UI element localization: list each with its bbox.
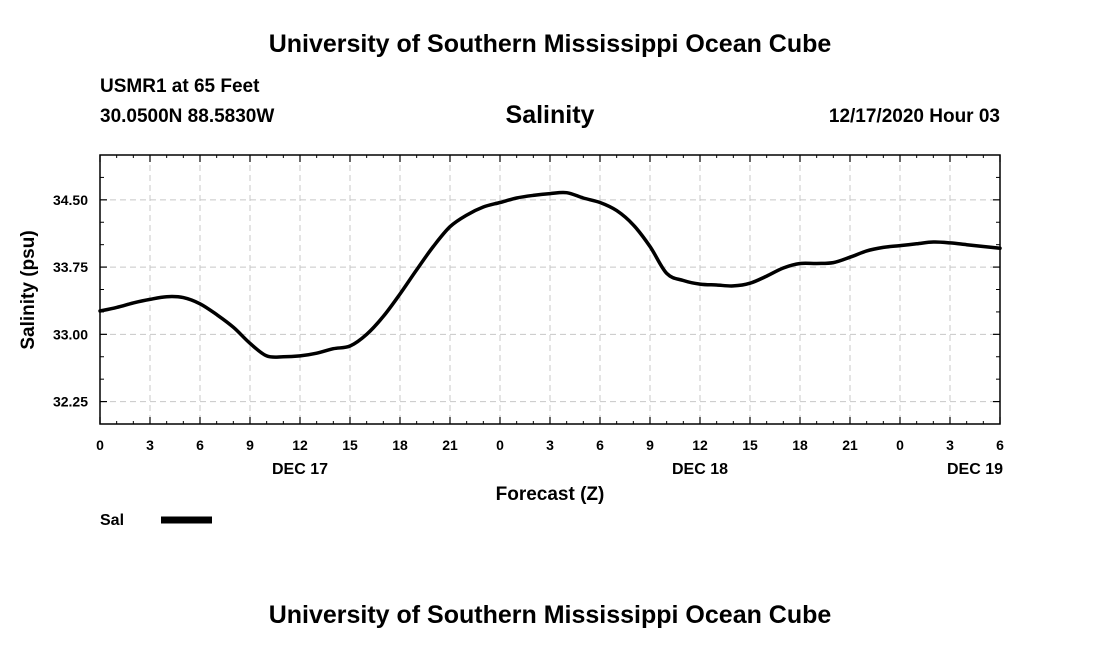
x-tick-label: 21	[442, 437, 458, 453]
x-tick-label: 6	[596, 437, 604, 453]
x-tick-label: 9	[646, 437, 654, 453]
x-tick-label: 18	[792, 437, 808, 453]
date-label: DEC 19	[947, 461, 1003, 478]
y-tick-label: 34.50	[53, 192, 88, 208]
y-tick-label: 33.75	[53, 259, 88, 275]
axis-ticks	[99, 154, 1001, 425]
x-tick-label: 9	[246, 437, 254, 453]
salinity-series-line	[98, 190, 1002, 359]
x-tick-label: 12	[692, 437, 708, 453]
coordinates-label: 30.0500N 88.5830W	[100, 106, 275, 127]
x-tick-label: 12	[292, 437, 308, 453]
x-tick-label: 15	[342, 437, 358, 453]
top-title: University of Southern Mississippi Ocean…	[268, 30, 832, 58]
x-tick-label: 0	[896, 437, 904, 453]
x-tick-label: 3	[546, 437, 554, 453]
x-tick-label: 15	[742, 437, 758, 453]
y-axis-title: Salinity (psu)	[18, 230, 39, 349]
x-tick-label: 3	[946, 437, 954, 453]
bottom-title: University of Southern Mississippi Ocean…	[268, 601, 832, 629]
x-tick-label: 18	[392, 437, 408, 453]
x-tick-label: 6	[996, 437, 1004, 453]
axis-labels: 0 3 6 9 12 15 18 21 0 3 6 9 12 15 18 21 0 3 6 32.25 33.00 33.…	[53, 192, 1004, 478]
y-tick-label: 33.00	[53, 326, 88, 342]
forecast-timestamp: 12/17/2020 Hour 03	[828, 106, 1000, 127]
x-tick-label: 0	[96, 437, 104, 453]
x-tick-label: 6	[196, 437, 204, 453]
date-label: DEC 18	[672, 461, 728, 478]
legend-label: Sal	[100, 512, 124, 529]
date-label: DEC 17	[272, 461, 328, 478]
y-tick-label: 32.25	[53, 394, 88, 410]
x-tick-label: 21	[842, 437, 858, 453]
chart-title: Salinity	[505, 101, 595, 129]
station-label: USMR1 at 65 Feet	[100, 76, 260, 97]
grid-lines	[100, 155, 1000, 424]
x-tick-label: 3	[146, 437, 154, 453]
x-axis-title: Forecast (Z)	[496, 484, 605, 505]
x-tick-label: 0	[496, 437, 504, 453]
